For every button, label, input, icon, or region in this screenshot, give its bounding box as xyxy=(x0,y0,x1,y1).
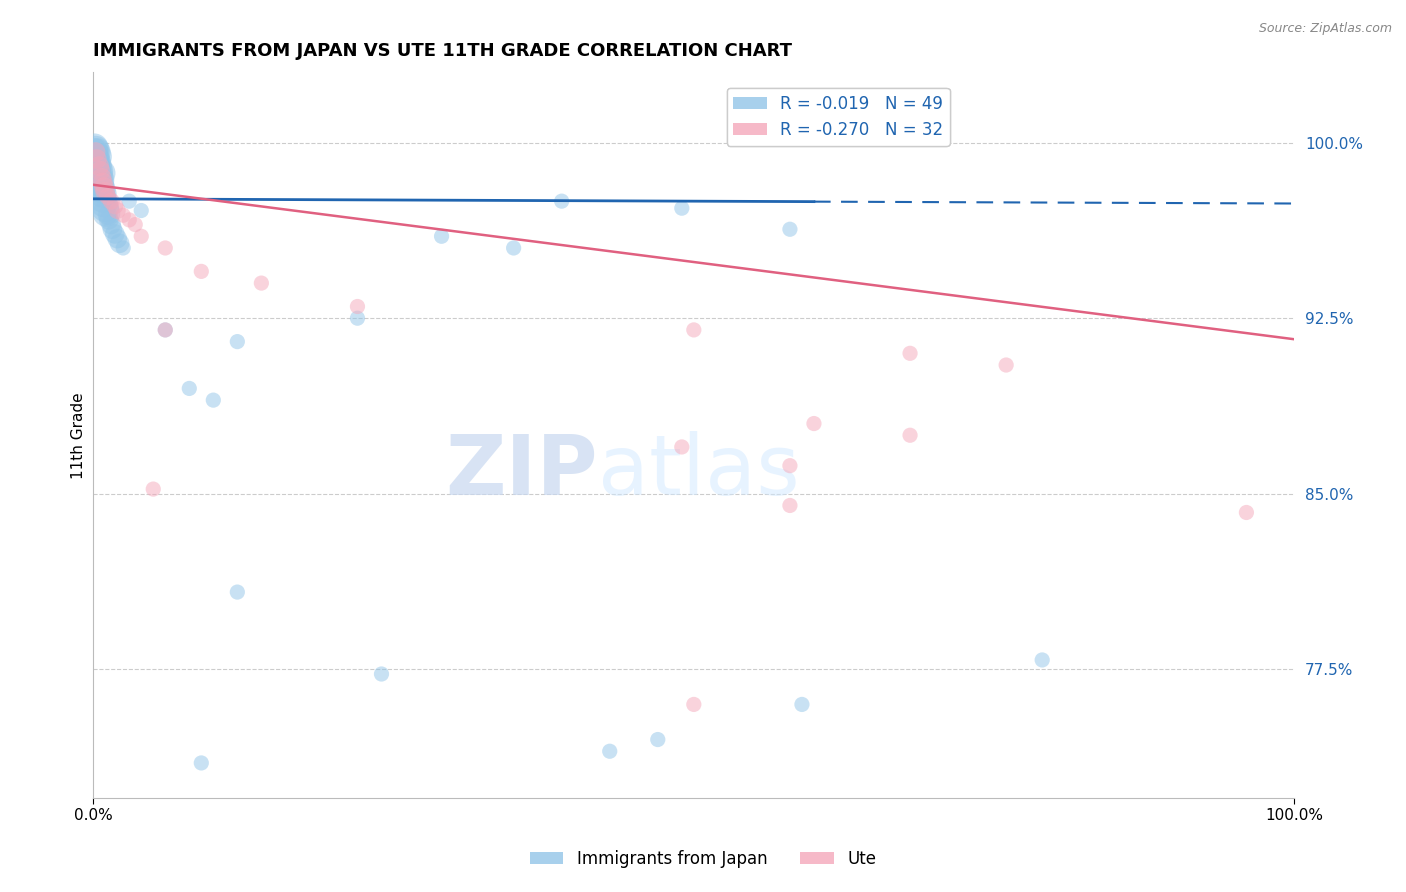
Point xyxy=(96,206,118,220)
Point xyxy=(370,667,392,681)
Point xyxy=(671,440,693,454)
Point xyxy=(91,192,114,206)
Point xyxy=(87,150,110,164)
Point xyxy=(1031,653,1053,667)
Point xyxy=(89,163,111,178)
Point xyxy=(91,176,114,190)
Point xyxy=(84,157,107,171)
Point xyxy=(83,145,105,159)
Point xyxy=(898,428,921,442)
Point xyxy=(118,213,141,227)
Point xyxy=(779,458,801,473)
Point xyxy=(202,393,225,408)
Point xyxy=(226,585,249,599)
Point xyxy=(155,323,177,337)
Point xyxy=(790,698,813,712)
Point xyxy=(112,241,135,255)
Point xyxy=(100,194,122,209)
Point xyxy=(86,161,108,176)
Point xyxy=(155,241,177,255)
Point xyxy=(779,222,801,236)
Point xyxy=(90,170,112,185)
Point xyxy=(179,381,201,395)
Point xyxy=(90,182,112,196)
Point xyxy=(682,698,704,712)
Point xyxy=(995,358,1018,372)
Point xyxy=(346,300,368,314)
Point xyxy=(647,732,669,747)
Point xyxy=(89,169,111,183)
Point xyxy=(108,236,131,251)
Point xyxy=(346,311,368,326)
Point xyxy=(104,227,127,241)
Point xyxy=(682,323,704,337)
Point xyxy=(86,154,108,169)
Point xyxy=(89,178,111,192)
Point xyxy=(97,189,120,203)
Text: Source: ZipAtlas.com: Source: ZipAtlas.com xyxy=(1258,22,1392,36)
Legend: Immigrants from Japan, Ute: Immigrants from Japan, Ute xyxy=(523,844,883,875)
Point xyxy=(1234,506,1257,520)
Point xyxy=(83,140,105,154)
Point xyxy=(86,152,108,166)
Point xyxy=(105,203,128,218)
Text: atlas: atlas xyxy=(598,431,800,512)
Point xyxy=(101,222,124,236)
Point xyxy=(250,276,273,290)
Point xyxy=(671,201,693,215)
Point xyxy=(129,229,152,244)
Point xyxy=(84,145,107,159)
Point xyxy=(97,213,120,227)
Point xyxy=(142,482,165,496)
Point xyxy=(89,163,111,178)
Point xyxy=(155,323,177,337)
Text: ZIP: ZIP xyxy=(446,431,598,512)
Point xyxy=(100,218,122,232)
Y-axis label: 11th Grade: 11th Grade xyxy=(72,392,86,478)
Point xyxy=(190,264,212,278)
Point xyxy=(86,145,108,159)
Point xyxy=(550,194,572,209)
Text: IMMIGRANTS FROM JAPAN VS UTE 11TH GRADE CORRELATION CHART: IMMIGRANTS FROM JAPAN VS UTE 11TH GRADE … xyxy=(93,42,792,60)
Point xyxy=(105,232,128,246)
Point xyxy=(84,143,107,157)
Point xyxy=(803,417,825,431)
Point xyxy=(599,744,621,758)
Point xyxy=(94,185,117,199)
Point xyxy=(124,218,146,232)
Point xyxy=(91,187,114,202)
Point xyxy=(502,241,524,255)
Legend: R = -0.019   N = 49, R = -0.270   N = 32: R = -0.019 N = 49, R = -0.270 N = 32 xyxy=(727,88,950,145)
Point xyxy=(898,346,921,360)
Point xyxy=(84,152,107,166)
Point xyxy=(129,203,152,218)
Point xyxy=(89,159,111,173)
Point xyxy=(93,196,115,211)
Point xyxy=(89,173,111,187)
Point xyxy=(430,229,453,244)
Point xyxy=(190,756,212,770)
Point xyxy=(112,208,135,222)
Point xyxy=(118,194,141,209)
Point xyxy=(93,180,115,194)
Point xyxy=(83,150,105,164)
Point xyxy=(779,499,801,513)
Point xyxy=(87,159,110,173)
Point xyxy=(104,199,127,213)
Point xyxy=(90,166,112,180)
Point xyxy=(97,208,120,222)
Point xyxy=(94,201,117,215)
Point xyxy=(226,334,249,349)
